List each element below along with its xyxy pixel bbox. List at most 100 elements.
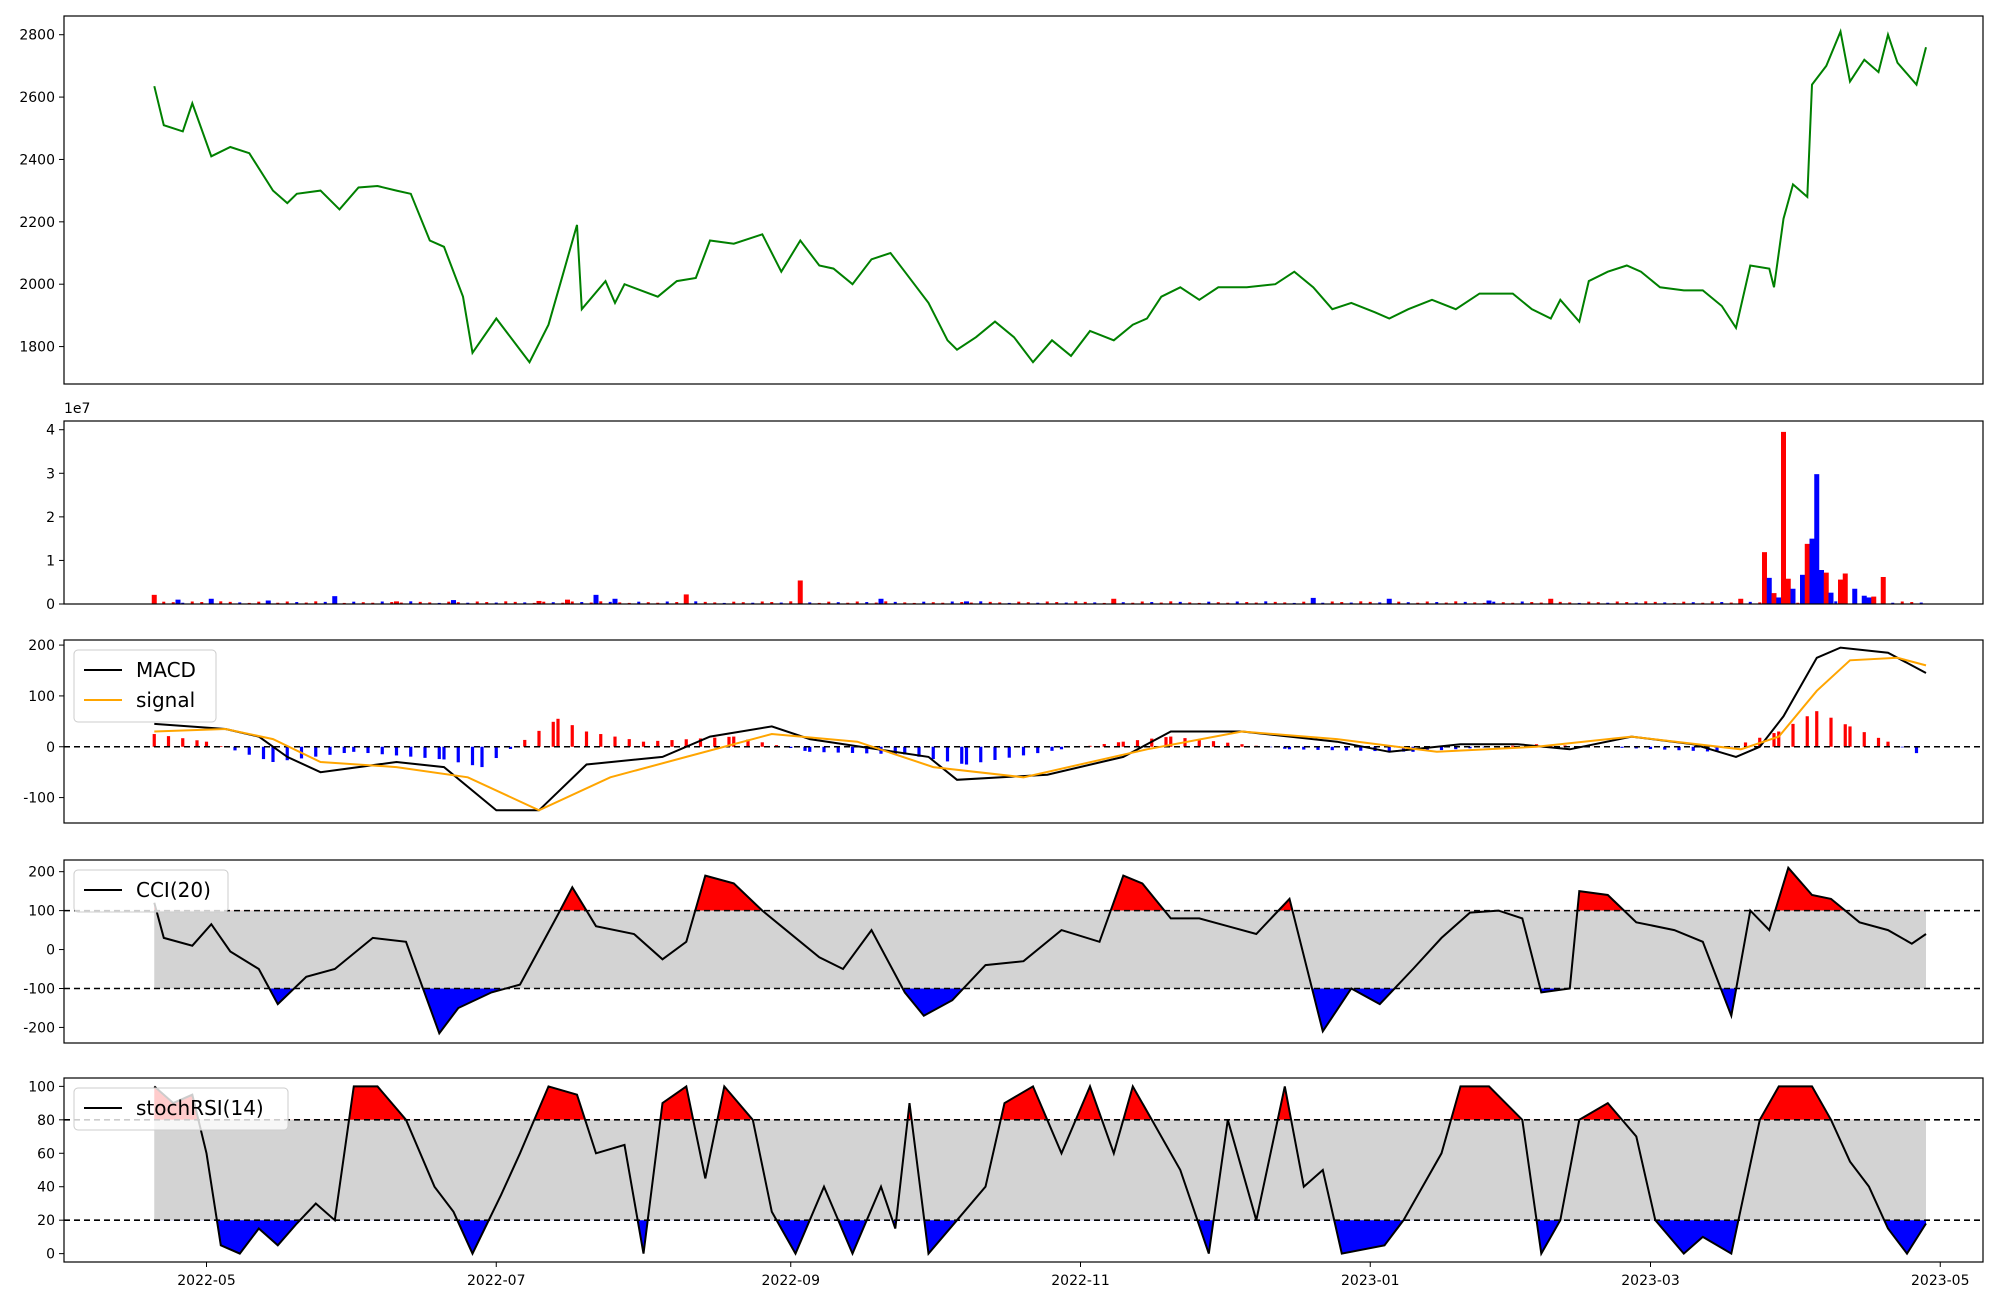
macd-legend-label: signal [136, 688, 195, 712]
volume-bar-minor [1520, 601, 1524, 604]
volume-bar-minor [1425, 601, 1429, 604]
cci-ytick-label: 0 [46, 943, 55, 959]
volume-bar-minor [1254, 602, 1258, 604]
macd-histogram-bar [261, 746, 266, 760]
volume-bar-minor [931, 602, 935, 604]
volume-bar-minor [1919, 602, 1923, 604]
macd-histogram-bar [865, 746, 869, 754]
volume-bar-minor [1663, 602, 1667, 604]
macd-panel-frame [63, 639, 1984, 824]
volume-bar-minor [1216, 602, 1220, 604]
macd-histogram-bar [584, 731, 589, 747]
volume-bar-minor [485, 602, 489, 604]
volume-bar [1861, 595, 1867, 604]
macd-histogram-bar [523, 739, 527, 747]
macd-histogram-bar [195, 740, 199, 747]
volume-bar-minor [1435, 602, 1439, 604]
volume-bar-minor [504, 601, 508, 604]
volume-bar-minor [1283, 602, 1287, 604]
volume-bar [1809, 538, 1815, 604]
volume-bar-minor [1710, 601, 1714, 604]
volume-bar-minor [779, 602, 783, 604]
macd-histogram-bar [760, 742, 764, 747]
volume-bar-minor [1093, 602, 1097, 604]
x-tick-label: 2022-07 [467, 1273, 526, 1289]
volume-bar-minor [409, 601, 413, 604]
volume-bar-minor [1026, 602, 1030, 604]
volume-bar-minor [580, 602, 584, 604]
macd-histogram-bar [570, 725, 574, 747]
volume-bar-minor [1340, 602, 1344, 604]
volume-bar-minor [656, 602, 660, 604]
macd-histogram-bar [1805, 716, 1809, 747]
macd-histogram-bar [394, 746, 399, 756]
volume-bar-minor [637, 601, 641, 604]
macd-histogram-bar [1088, 745, 1092, 747]
volume-ytick-label: 1 [46, 553, 55, 569]
volume-bar [593, 594, 599, 604]
volume-bar [536, 600, 542, 604]
volume-bar [878, 598, 884, 604]
stochrsi-ytick-label: 40 [37, 1180, 55, 1196]
volume-bar [1823, 572, 1829, 604]
volume-bar-minor [1207, 601, 1211, 604]
stochrsi-legend-label: stochRSI(14) [136, 1096, 264, 1120]
volume-bar-minor [618, 602, 622, 604]
volume-bar-minor [1720, 602, 1724, 604]
macd-histogram-bar [204, 741, 209, 747]
volume-bar-minor [1169, 601, 1173, 604]
volume-bar [1766, 577, 1772, 604]
volume-bar [1804, 543, 1810, 604]
volume-bar-minor [1625, 602, 1629, 604]
macd-histogram-bar [1059, 746, 1064, 750]
macd-legend-box [73, 649, 217, 723]
stochrsi-legend-box [73, 1087, 289, 1131]
macd-histogram-bar [456, 746, 460, 763]
macd-ytick-label: 100 [28, 689, 55, 705]
volume-bar-minor [418, 601, 422, 604]
volume-bar-minor [1682, 601, 1686, 604]
macd-histogram-bar [271, 746, 275, 762]
macd-histogram-bar [1007, 746, 1011, 758]
volume-bar-minor [1653, 601, 1657, 604]
volume-bar [565, 599, 570, 604]
macd-histogram-bar [1116, 742, 1121, 747]
volume-bar-minor [494, 602, 498, 604]
volume-bar-minor [988, 601, 992, 604]
macd-histogram-bar [732, 736, 736, 747]
macd-histogram-bar [1772, 733, 1776, 747]
x-tick-label: 2022-11 [1051, 1273, 1110, 1289]
volume-bar-minor [713, 602, 717, 604]
price-ytick-label: 1800 [19, 340, 55, 356]
macd-histogram-bar [1197, 739, 1201, 747]
macd-histogram-bar [166, 736, 171, 747]
macd-histogram-bar [1330, 746, 1334, 751]
volume-bar-minor [1397, 601, 1401, 604]
macd-histogram-bar [1900, 746, 1904, 748]
volume-bar-minor [371, 602, 375, 604]
volume-bar-minor [1273, 601, 1277, 604]
volume-bar [1738, 598, 1744, 604]
volume-bar-minor [665, 601, 669, 604]
volume-bar-minor [1691, 602, 1695, 604]
volume-bar-minor [466, 602, 470, 604]
volume-bar-minor [1188, 602, 1192, 604]
stochrsi-ytick-label: 100 [28, 1079, 55, 1095]
volume-bar-minor [1910, 602, 1914, 604]
volume-bar-minor [228, 601, 232, 604]
macd-histogram-bar [1715, 746, 1719, 752]
volume-bar-minor [1121, 602, 1125, 604]
volume-bar-minor [1150, 602, 1154, 604]
volume-bar-minor [1074, 601, 1078, 604]
macd-histogram-bar [1843, 724, 1847, 747]
cci-legend-label: CCI(20) [136, 878, 211, 902]
stochrsi-ytick-label: 60 [37, 1146, 55, 1162]
macd-histogram-bar [1135, 740, 1140, 747]
volume-bar-minor [1159, 602, 1163, 604]
volume-bar [1785, 578, 1791, 604]
volume-bar-minor [998, 602, 1002, 604]
macd-ytick-label: 200 [28, 638, 55, 654]
macd-histogram-bar [1316, 746, 1320, 750]
macd-histogram-bar [494, 746, 498, 759]
volume-bar-minor [475, 601, 479, 604]
